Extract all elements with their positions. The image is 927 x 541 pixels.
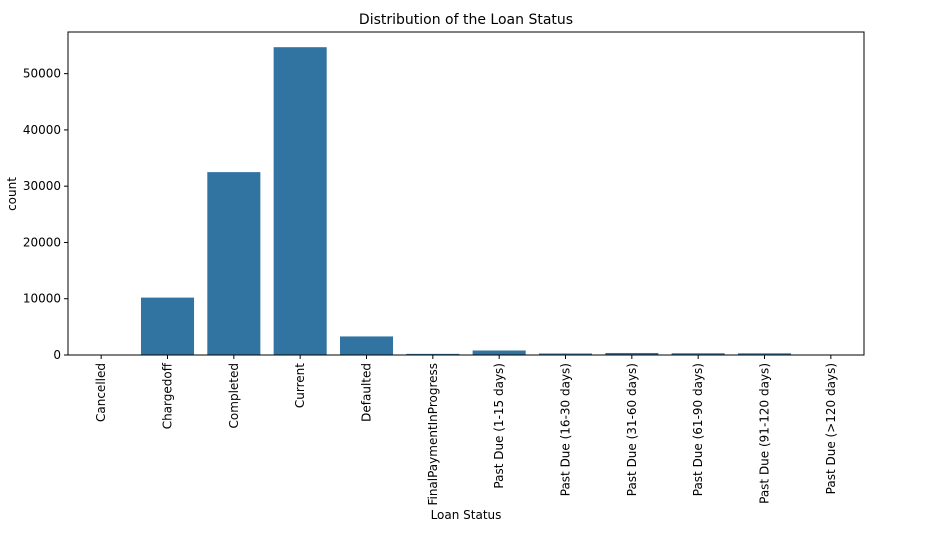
- x-tick-label: Past Due (>120 days): [824, 363, 838, 494]
- y-axis: 0 10000 20000 30000 40000 50000: [23, 67, 68, 362]
- x-tick-label: Past Due (1-15 days): [492, 363, 506, 489]
- x-tick-label: Past Due (16-30 days): [559, 363, 573, 496]
- y-tick-label: 20000: [23, 235, 61, 249]
- x-tick-label: Chargedoff: [161, 362, 175, 429]
- bar: [207, 172, 261, 355]
- x-tick-label: Current: [293, 363, 307, 408]
- bar: [406, 353, 460, 355]
- x-tick-label: Completed: [227, 363, 241, 428]
- x-tick-label: Past Due (61-90 days): [691, 363, 705, 496]
- bar: [671, 353, 725, 355]
- bar: [472, 350, 526, 355]
- y-tick-label: 30000: [23, 179, 61, 193]
- chart-title: Distribution of the Loan Status: [359, 12, 573, 28]
- y-tick-label: 0: [53, 348, 61, 362]
- x-tick-label: FinalPaymentInProgress: [426, 363, 440, 506]
- bar: [339, 336, 394, 355]
- y-tick-label: 10000: [23, 292, 61, 306]
- y-tick-label: 50000: [23, 67, 61, 81]
- x-axis-label: Loan Status: [431, 508, 502, 522]
- x-tick-label: Past Due (31-60 days): [625, 363, 639, 496]
- y-tick-label: 40000: [23, 123, 61, 137]
- y-axis-label: count: [5, 177, 19, 211]
- bar: [140, 297, 195, 355]
- bar: [605, 352, 659, 355]
- x-tick-label: Past Due (91-120 days): [758, 363, 772, 504]
- x-axis: Cancelled Chargedoff Completed Current Defau…: [94, 355, 838, 506]
- plot-frame: [67, 31, 865, 356]
- bars-group: [74, 47, 858, 355]
- bar: [273, 47, 327, 355]
- x-tick-label: Defaulted: [360, 363, 374, 422]
- bar: [538, 353, 593, 355]
- x-tick-label: Cancelled: [94, 363, 108, 422]
- bar: [737, 353, 792, 355]
